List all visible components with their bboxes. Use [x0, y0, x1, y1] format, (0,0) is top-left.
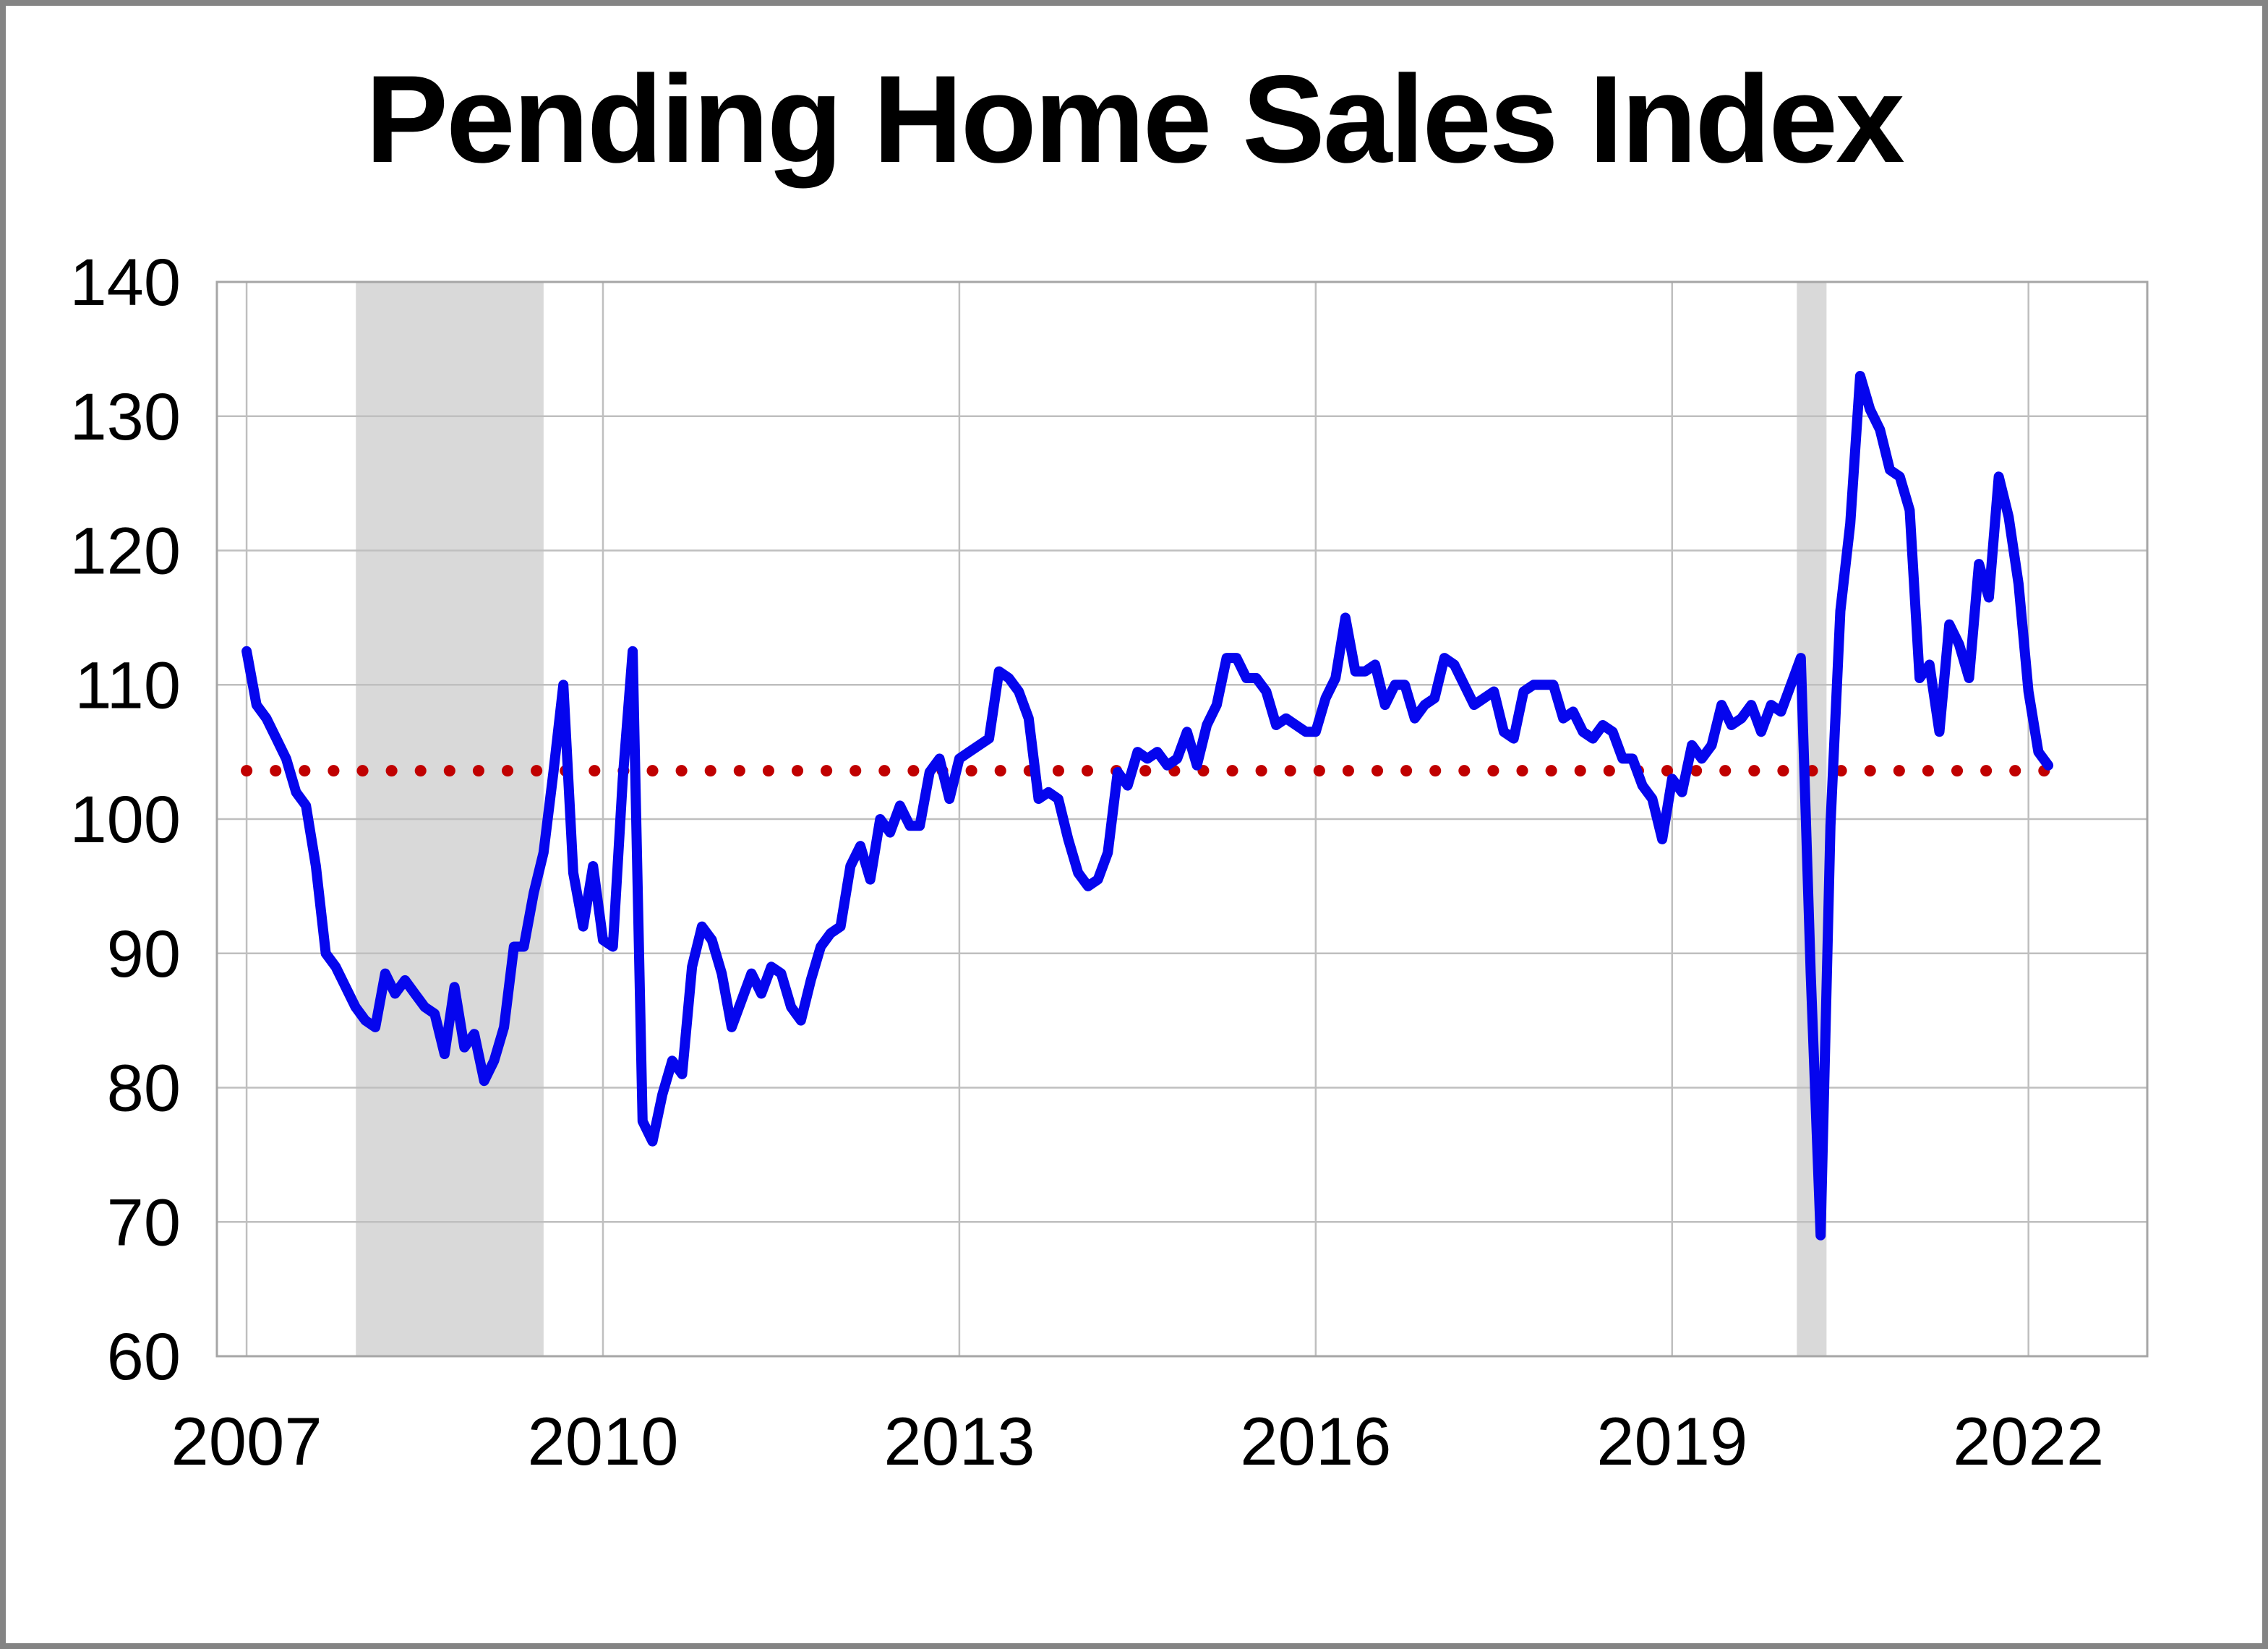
y-axis-label: 130: [70, 380, 181, 454]
x-axis-label: 2010: [527, 1403, 678, 1479]
y-axis-label: 110: [74, 648, 181, 722]
pending-home-sales-line-chart: 60 70 80 90 100 110 120 130 140 2007 2010 2013 2016 2…: [70, 246, 2149, 1479]
y-axis-label: 100: [70, 783, 181, 857]
y-axis-label: 60: [107, 1320, 181, 1394]
y-axis-label: 70: [107, 1186, 181, 1259]
x-axis-label: 2022: [1953, 1403, 2104, 1479]
x-axis-label: 2013: [883, 1403, 1035, 1479]
chart-title: Pending Home Sales Index: [365, 50, 1904, 189]
plot-border: [215, 280, 2149, 1358]
y-axis-label: 140: [70, 246, 181, 320]
x-axis-label: 2016: [1240, 1403, 1391, 1479]
y-axis-label: 120: [70, 515, 181, 588]
y-axis-label: 80: [107, 1052, 181, 1126]
y-axis-label: 90: [107, 917, 181, 991]
x-axis-label: 2019: [1596, 1403, 1747, 1479]
x-axis-label: 2007: [171, 1403, 322, 1479]
phsi-series-line: [241, 371, 2054, 1241]
